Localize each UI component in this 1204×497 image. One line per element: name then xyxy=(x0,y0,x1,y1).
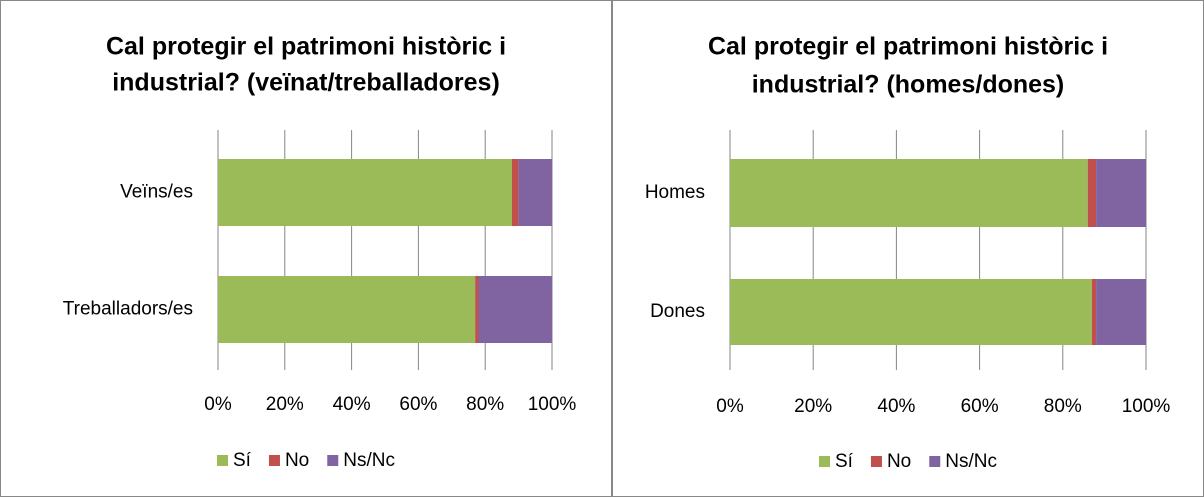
x-tick-label: 0% xyxy=(204,394,232,415)
y-tick-label: Treballadors/es xyxy=(63,299,193,320)
bar-segment xyxy=(730,159,1088,227)
bar-segment xyxy=(1087,159,1097,227)
y-tick-label: Dones xyxy=(650,301,705,322)
legend-swatch xyxy=(268,455,280,466)
legend-swatch xyxy=(819,456,831,467)
chart-title: industrial? (veïnat/treballadores) xyxy=(112,69,500,97)
panel xyxy=(612,0,1204,497)
x-tick-label: 40% xyxy=(877,396,915,417)
x-tick-label: 60% xyxy=(399,394,437,415)
x-tick-label: 0% xyxy=(716,396,744,417)
chart-title: Cal protegir el patrimoni històric i xyxy=(708,33,1108,61)
bar-segment xyxy=(1091,279,1097,345)
bar-segment xyxy=(518,159,552,226)
bar-segment xyxy=(218,276,476,343)
x-tick-label: 80% xyxy=(1044,396,1082,417)
bar-segment xyxy=(475,276,479,343)
y-tick-label: Homes xyxy=(645,182,705,203)
chart-title: Cal protegir el patrimoni històric i xyxy=(106,33,506,61)
legend-label: Sí xyxy=(233,450,252,471)
legend-swatch xyxy=(217,455,229,466)
bar-segment xyxy=(218,159,512,226)
bar-segment xyxy=(511,159,519,226)
legend-label: No xyxy=(887,451,911,472)
x-tick-label: 100% xyxy=(528,394,577,415)
x-tick-label: 60% xyxy=(961,396,999,417)
legend-label: Ns/Nc xyxy=(945,451,997,472)
legend-swatch xyxy=(929,456,941,467)
x-tick-label: 20% xyxy=(794,396,832,417)
y-tick-label: Veïns/es xyxy=(120,182,193,203)
x-tick-label: 80% xyxy=(466,394,504,415)
x-tick-label: 100% xyxy=(1122,396,1171,417)
x-tick-label: 40% xyxy=(333,394,371,415)
chart-title: industrial? (homes/dones) xyxy=(752,71,1065,99)
legend-label: No xyxy=(285,450,309,471)
bar-segment xyxy=(730,279,1092,345)
panel xyxy=(0,0,612,497)
legend-label: Sí xyxy=(835,451,854,472)
bar-segment xyxy=(1096,279,1146,345)
x-tick-label: 20% xyxy=(266,394,304,415)
bar-segment xyxy=(1096,159,1146,227)
legend-swatch xyxy=(870,456,882,467)
legend-swatch xyxy=(327,455,339,466)
bar-segment xyxy=(478,276,552,343)
legend-label: Ns/Nc xyxy=(343,450,395,471)
